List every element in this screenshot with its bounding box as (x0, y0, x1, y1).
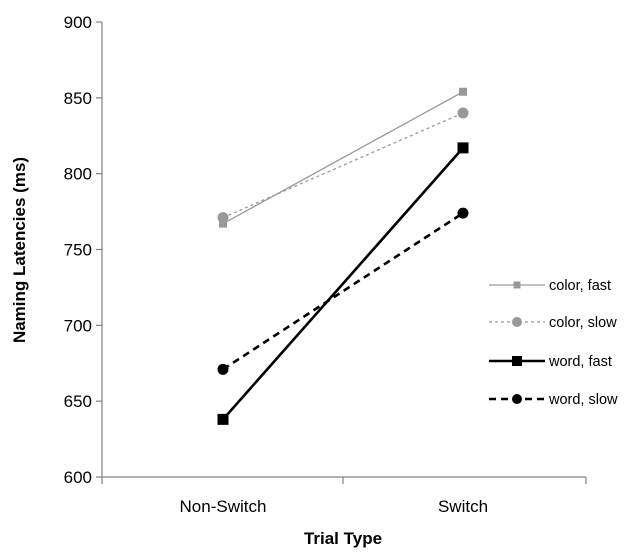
data-point (219, 219, 227, 228)
legend-label: color, fast (549, 278, 611, 294)
data-point (217, 363, 229, 375)
legend-item: color, slow (489, 315, 617, 331)
series-line (222, 147, 464, 421)
legend-item: color, fast (489, 278, 611, 294)
legend-label: color, slow (549, 315, 617, 331)
y-tick-label: 750 (64, 241, 92, 260)
series-word-fast (217, 142, 469, 425)
data-point (457, 107, 469, 119)
y-tick-label: 650 (64, 392, 92, 411)
y-axis-ticks: 600 650 700 750 800 850 900 (64, 13, 102, 487)
series-line (222, 212, 464, 371)
data-point (459, 87, 467, 96)
series-color-fast (219, 87, 467, 228)
x-tick-label: Switch (438, 497, 488, 516)
legend-item: word, slow (489, 392, 618, 408)
data-point (217, 413, 229, 425)
legend-marker (513, 281, 521, 289)
axes: 600 650 700 750 800 850 900 Non-Switch Switch (64, 13, 587, 516)
x-axis-ticks: Non-Switch Switch (101, 477, 587, 516)
y-axis-title: Naming Latencies (ms) (10, 157, 29, 343)
series-line (222, 112, 464, 219)
legend: color, fast color, slow word, fast word, sl… (489, 278, 618, 408)
plot-area (217, 87, 469, 425)
data-point (217, 212, 229, 224)
data-point (457, 207, 469, 219)
y-tick-label: 700 (64, 316, 92, 335)
y-tick-label: 900 (64, 13, 92, 32)
x-axis-title: Trial Type (304, 529, 382, 548)
legend-marker (512, 356, 522, 366)
series-word-slow (217, 207, 469, 375)
y-tick-label: 800 (64, 165, 92, 184)
legend-marker (512, 394, 522, 404)
y-tick-label: 600 (64, 468, 92, 487)
legend-marker (512, 317, 522, 327)
data-point (457, 142, 469, 154)
x-tick-label: Non-Switch (180, 497, 267, 516)
legend-label: word, slow (548, 392, 618, 408)
y-tick-label: 850 (64, 89, 92, 108)
legend-label: word, fast (548, 354, 612, 370)
legend-item: word, fast (489, 354, 612, 370)
series-color-slow (217, 107, 469, 224)
series-line (222, 91, 464, 225)
